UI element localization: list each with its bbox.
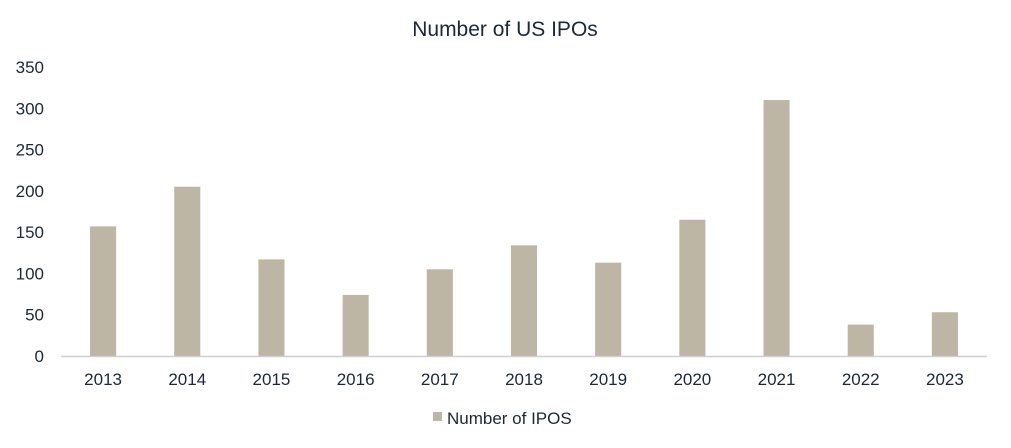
bar-2018 [510, 245, 538, 356]
x-tick-label: 2017 [421, 370, 459, 389]
y-tick-label: 50 [25, 306, 44, 325]
y-tick-label: 250 [16, 141, 44, 160]
y-tick-label: 200 [16, 182, 44, 201]
bar-2020 [679, 219, 706, 356]
bar-2015 [258, 259, 285, 356]
bar-2023 [931, 312, 958, 356]
bars [90, 100, 958, 357]
x-tick-label: 2023 [926, 370, 964, 389]
x-tick-label: 2019 [589, 370, 627, 389]
x-axis: 2013 2014 2015 2016 2017 2018 2019 2020 2021 2022… [84, 370, 964, 389]
y-tick-label: 150 [16, 223, 44, 242]
bar-2014 [174, 186, 201, 356]
x-tick-label: 2018 [505, 370, 543, 389]
x-tick-label: 2015 [253, 370, 291, 389]
y-axis: 0 50 100 150 200 250 300 350 [16, 58, 44, 366]
y-tick-label: 0 [35, 347, 44, 366]
legend-swatch [433, 412, 442, 421]
x-tick-label: 2022 [842, 370, 880, 389]
bar-2016 [342, 294, 369, 356]
y-tick-label: 300 [16, 99, 44, 118]
legend-label: Number of IPOS [447, 409, 572, 428]
x-tick-label: 2020 [673, 370, 711, 389]
bar-2013 [90, 226, 117, 356]
x-tick-label: 2014 [168, 370, 206, 389]
bar-2017 [426, 269, 453, 356]
x-tick-label: 2021 [758, 370, 796, 389]
x-tick-label: 2013 [84, 370, 122, 389]
chart-title: Number of US IPOs [412, 18, 598, 41]
bar-2019 [595, 262, 622, 356]
x-tick-label: 2016 [337, 370, 375, 389]
y-tick-label: 100 [16, 264, 44, 283]
y-tick-label: 350 [16, 58, 44, 77]
bar-2021 [763, 100, 790, 357]
legend: Number of IPOS [433, 409, 572, 428]
bar-2022 [847, 324, 874, 356]
